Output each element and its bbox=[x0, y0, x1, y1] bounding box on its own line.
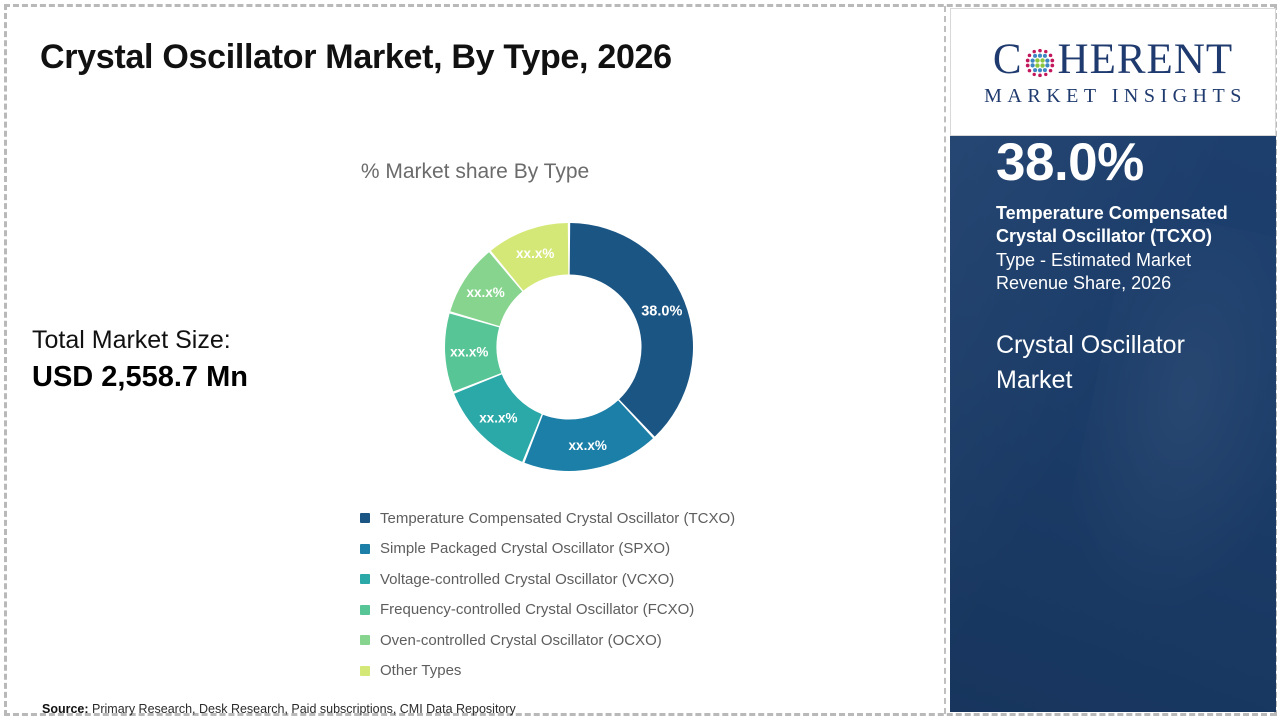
highlight-description: Temperature Compensated Crystal Oscillat… bbox=[996, 202, 1246, 296]
sidebar-panel: C bbox=[950, 8, 1276, 712]
donut-chart: 38.0% xx.x% xx.x% xx.x% xx.x% xx.x% bbox=[440, 218, 698, 476]
legend-label: Frequency-controlled Crystal Oscillator … bbox=[380, 601, 695, 619]
legend-swatch-icon bbox=[360, 635, 370, 646]
logo-tagline: MARKET INSIGHTS bbox=[984, 85, 1247, 107]
donut-chart-svg: 38.0% xx.x% xx.x% xx.x% xx.x% xx.x% bbox=[445, 223, 693, 471]
logo-wordmark-rest: HERENT bbox=[1057, 36, 1234, 83]
company-logo: C bbox=[950, 8, 1276, 136]
legend-label: Other Types bbox=[380, 662, 462, 680]
legend-item[interactable]: Temperature Compensated Crystal Oscillat… bbox=[360, 503, 920, 534]
globe-dots-svg bbox=[1025, 48, 1054, 77]
donut-slice-label: xx.x% bbox=[516, 246, 554, 261]
legend-swatch-icon bbox=[360, 543, 370, 554]
source-note: Source: Primary Research, Desk Research,… bbox=[42, 702, 516, 716]
legend-swatch-icon bbox=[360, 665, 370, 676]
sidebar-market-name: Crystal Oscillator Market bbox=[996, 330, 1185, 395]
donut-label-group: 38.0% xx.x% xx.x% xx.x% xx.x% xx.x% bbox=[450, 246, 682, 453]
donut-slice bbox=[445, 313, 502, 392]
legend-label: Temperature Compensated Crystal Oscillat… bbox=[380, 509, 736, 527]
frame-border-top bbox=[4, 4, 1276, 7]
logo-inner: C bbox=[951, 38, 1275, 106]
donut-slice bbox=[490, 223, 569, 291]
donut-slice-label: 38.0% bbox=[641, 303, 682, 319]
donut-slice bbox=[569, 223, 693, 437]
total-market-size-value: USD 2,558.7 Mn bbox=[32, 361, 248, 393]
frame-border-bottom bbox=[4, 713, 1276, 716]
main-panel: Crystal Oscillator Market, By Type, 2026… bbox=[8, 8, 942, 716]
sidebar-content: 38.0% Temperature Compensated Crystal Os… bbox=[996, 136, 1246, 399]
donut-slice-label: xx.x% bbox=[479, 411, 517, 426]
legend-item[interactable]: Other Types bbox=[360, 656, 920, 687]
legend-item[interactable]: Oven-controlled Crystal Oscillator (OCXO… bbox=[360, 625, 920, 656]
legend-item[interactable]: Voltage-controlled Crystal Oscillator (V… bbox=[360, 564, 920, 595]
logo-wordmark: C bbox=[959, 38, 1267, 81]
donut-slice-label: xx.x% bbox=[569, 438, 607, 453]
chart-legend: Temperature Compensated Crystal Oscillat… bbox=[360, 503, 920, 686]
legend-swatch-icon bbox=[360, 574, 370, 585]
source-text: Primary Research, Desk Research, Paid su… bbox=[88, 702, 516, 716]
total-market-size-block: Total Market Size: USD 2,558.7 Mn bbox=[32, 324, 332, 395]
page-title: Crystal Oscillator Market, By Type, 2026 bbox=[40, 38, 672, 76]
legend-swatch-icon bbox=[360, 604, 370, 615]
sidebar-highlight-box bbox=[950, 136, 1276, 712]
frame-border-left bbox=[4, 4, 7, 716]
chart-subtitle: % Market share By Type bbox=[360, 160, 590, 183]
logo-letter-c: C bbox=[992, 36, 1023, 83]
legend-label: Voltage-controlled Crystal Oscillator (V… bbox=[380, 570, 675, 588]
donut-slice-group bbox=[445, 223, 693, 471]
donut-slice bbox=[524, 400, 654, 471]
legend-item[interactable]: Simple Packaged Crystal Oscillator (SPXO… bbox=[360, 534, 920, 565]
legend-item[interactable]: Frequency-controlled Crystal Oscillator … bbox=[360, 595, 920, 626]
donut-slice-label: xx.x% bbox=[450, 345, 488, 360]
highlight-percentage: 38.0% bbox=[996, 133, 1144, 192]
globe-dots-icon bbox=[1023, 45, 1057, 79]
total-market-size-label: Total Market Size: bbox=[32, 326, 231, 354]
donut-slice-label: xx.x% bbox=[466, 285, 504, 300]
highlight-description-rest: Type - Estimated Market Revenue Share, 2… bbox=[996, 249, 1192, 294]
legend-label: Oven-controlled Crystal Oscillator (OCXO… bbox=[380, 631, 662, 649]
legend-swatch-icon bbox=[360, 513, 370, 524]
legend-label: Simple Packaged Crystal Oscillator (SPXO… bbox=[380, 540, 671, 558]
panel-divider bbox=[944, 6, 946, 714]
highlight-description-bold: Temperature Compensated Crystal Oscillat… bbox=[996, 203, 1228, 247]
source-label: Source: bbox=[42, 702, 89, 716]
donut-slice bbox=[450, 252, 523, 327]
donut-slice bbox=[454, 374, 542, 462]
